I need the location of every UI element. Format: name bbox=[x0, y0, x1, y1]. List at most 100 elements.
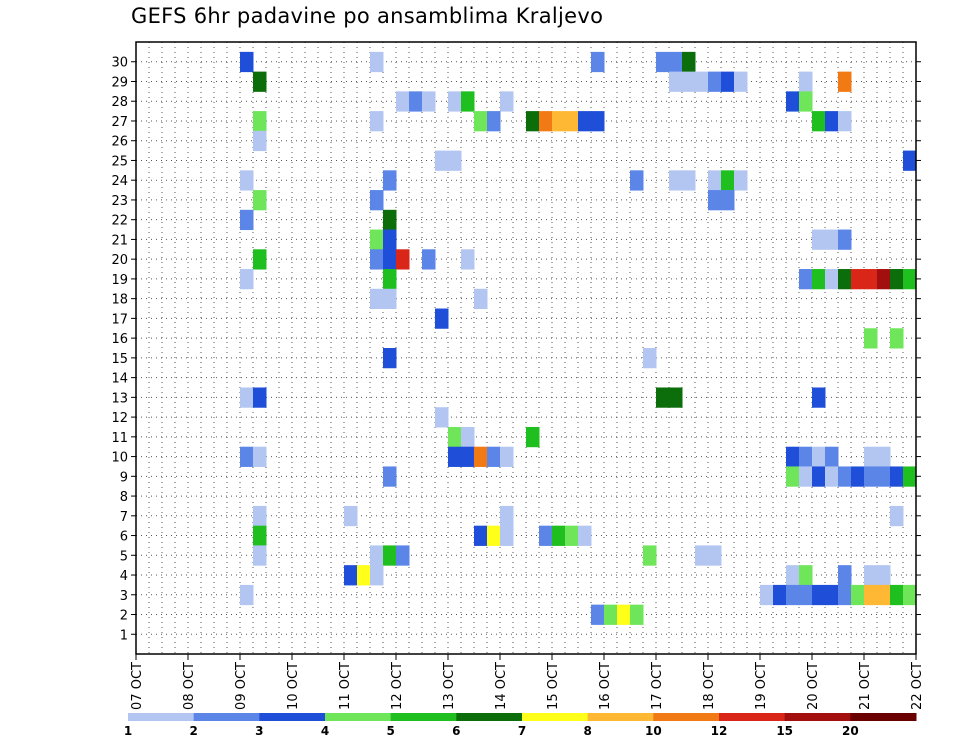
heat-cell bbox=[890, 584, 904, 606]
heat-cell bbox=[877, 466, 891, 487]
heat-cell bbox=[539, 111, 553, 132]
colorbar-segment bbox=[325, 713, 392, 721]
x-tick-label: 13 OCT bbox=[442, 662, 457, 710]
heat-cell bbox=[682, 170, 696, 191]
heat-cell bbox=[864, 269, 878, 290]
heat-cell bbox=[851, 466, 865, 487]
heat-cell bbox=[786, 446, 800, 467]
heat-cell bbox=[669, 170, 683, 191]
x-tick-label: 18 OCT bbox=[702, 662, 717, 710]
heat-cell bbox=[383, 348, 397, 369]
heat-cell bbox=[383, 229, 397, 250]
heat-cell bbox=[617, 604, 631, 625]
heat-cell bbox=[812, 387, 826, 408]
heat-cell bbox=[812, 229, 826, 250]
heat-cell bbox=[396, 249, 410, 270]
heat-cell bbox=[903, 466, 917, 487]
heat-cell bbox=[461, 249, 475, 270]
heat-cell bbox=[708, 71, 722, 92]
heat-cell bbox=[357, 565, 371, 586]
heat-cell bbox=[799, 446, 813, 467]
heat-cell bbox=[487, 446, 501, 467]
heat-cell bbox=[383, 466, 397, 487]
heat-cell bbox=[396, 545, 410, 566]
y-tick-label: 25 bbox=[111, 154, 128, 169]
heat-cell bbox=[630, 170, 644, 191]
colorbar-segment bbox=[456, 713, 523, 721]
heat-cell bbox=[669, 51, 683, 73]
heat-cell bbox=[682, 71, 696, 92]
heat-cell bbox=[838, 111, 852, 132]
heat-cell bbox=[877, 446, 891, 467]
heat-cell bbox=[812, 111, 826, 132]
y-tick-label: 11 bbox=[111, 431, 128, 446]
heat-cell bbox=[240, 584, 254, 606]
heat-cell bbox=[240, 446, 254, 467]
heat-cell bbox=[799, 584, 813, 606]
y-tick-label: 6 bbox=[120, 530, 128, 545]
heat-cell bbox=[864, 328, 878, 349]
heat-cell bbox=[461, 91, 475, 112]
x-tick-label: 15 OCT bbox=[546, 662, 561, 710]
heat-cell bbox=[383, 170, 397, 191]
heat-cell bbox=[838, 229, 852, 250]
y-tick-label: 18 bbox=[111, 293, 128, 308]
colorbar-segment bbox=[259, 713, 326, 721]
y-tick-label: 12 bbox=[111, 411, 128, 426]
colorbar-label: 1 bbox=[124, 724, 132, 738]
heat-cell bbox=[630, 604, 644, 625]
heat-cell bbox=[526, 111, 540, 132]
x-tick-label: 10 OCT bbox=[286, 662, 301, 710]
heat-cell bbox=[799, 466, 813, 487]
heat-cell bbox=[825, 466, 839, 487]
y-tick-label: 19 bbox=[111, 273, 128, 288]
y-tick-label: 21 bbox=[111, 233, 128, 248]
heat-cell bbox=[240, 269, 254, 290]
y-tick-label: 9 bbox=[120, 470, 128, 485]
heat-cell bbox=[253, 71, 267, 92]
y-tick-label: 27 bbox=[111, 115, 128, 130]
heat-cell bbox=[565, 525, 579, 546]
y-tick-label: 23 bbox=[111, 194, 128, 209]
y-tick-label: 3 bbox=[120, 589, 128, 604]
heat-cell bbox=[812, 446, 826, 467]
colorbar-segment bbox=[653, 713, 720, 721]
heat-cell bbox=[435, 308, 449, 329]
heat-cell bbox=[487, 525, 501, 546]
x-tick-label: 22 OCT bbox=[910, 662, 925, 710]
y-tick-label: 4 bbox=[120, 569, 128, 584]
colorbar-label: 6 bbox=[452, 724, 460, 738]
heat-cell bbox=[240, 51, 254, 73]
heat-cell bbox=[474, 288, 488, 310]
heat-cell bbox=[864, 565, 878, 586]
heat-cell bbox=[370, 249, 384, 270]
heat-cell bbox=[903, 269, 917, 290]
heat-cell bbox=[448, 91, 462, 112]
heat-cell bbox=[695, 71, 709, 92]
heat-cell bbox=[669, 387, 683, 408]
heat-cell bbox=[409, 91, 423, 112]
heat-cell bbox=[890, 466, 904, 487]
heat-cell bbox=[422, 91, 436, 112]
plot-frame bbox=[135, 41, 917, 655]
heat-cell bbox=[370, 288, 384, 310]
heat-cell bbox=[240, 387, 254, 408]
heat-cell bbox=[240, 170, 254, 191]
heat-cell bbox=[838, 71, 852, 92]
heat-cell bbox=[838, 565, 852, 586]
heat-cell bbox=[799, 71, 813, 92]
heat-cell bbox=[643, 348, 657, 369]
x-tick-label: 17 OCT bbox=[650, 662, 665, 710]
heat-cell bbox=[383, 269, 397, 290]
heat-cell bbox=[500, 505, 514, 527]
heat-cell bbox=[656, 387, 670, 408]
heat-cell bbox=[461, 426, 475, 448]
x-tick-label: 08 OCT bbox=[182, 662, 197, 710]
heat-cell bbox=[877, 269, 891, 290]
y-tick-label: 22 bbox=[111, 214, 128, 229]
heat-cell bbox=[682, 51, 696, 73]
heat-cell bbox=[643, 545, 657, 566]
heat-cell bbox=[383, 209, 397, 231]
heat-cell bbox=[539, 525, 553, 546]
